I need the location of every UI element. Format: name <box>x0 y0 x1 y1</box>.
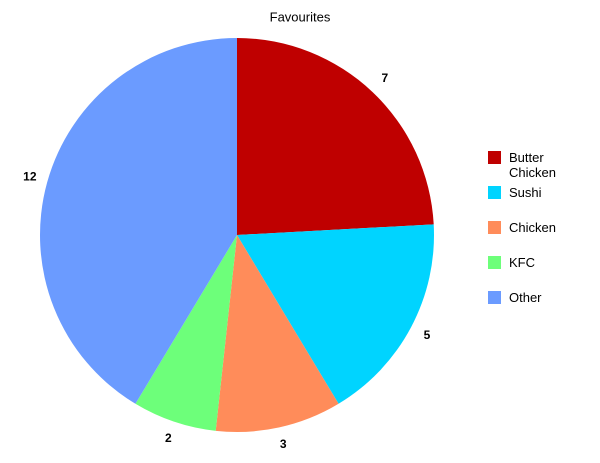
data-label: 2 <box>165 431 172 445</box>
legend-swatch <box>488 186 501 199</box>
legend-item: Butter Chicken <box>488 150 588 185</box>
data-label: 12 <box>23 170 37 184</box>
legend-item: KFC <box>488 255 588 290</box>
legend-label: Other <box>509 290 542 305</box>
data-label: 7 <box>382 71 389 85</box>
pie-slice <box>39 38 237 404</box>
legend-item: Other <box>488 290 588 325</box>
legend-label: Chicken <box>509 220 556 235</box>
data-label: 3 <box>280 437 287 451</box>
pie-slice <box>237 224 434 404</box>
legend-label: Butter Chicken <box>509 150 556 180</box>
legend: Butter Chicken Sushi Chicken KFC Other <box>488 150 588 325</box>
legend-swatch <box>488 151 501 164</box>
legend-swatch <box>488 291 501 304</box>
legend-swatch <box>488 256 501 269</box>
legend-swatch <box>488 221 501 234</box>
legend-item: Sushi <box>488 185 588 220</box>
pie-slice <box>215 235 339 433</box>
pie-slice <box>237 38 434 235</box>
legend-label: KFC <box>509 255 535 270</box>
legend-label: Sushi <box>509 185 542 200</box>
pie-slice <box>135 235 237 431</box>
chart-title: Favourites <box>270 9 331 24</box>
legend-item: Chicken <box>488 220 588 255</box>
data-label: 5 <box>424 328 431 342</box>
